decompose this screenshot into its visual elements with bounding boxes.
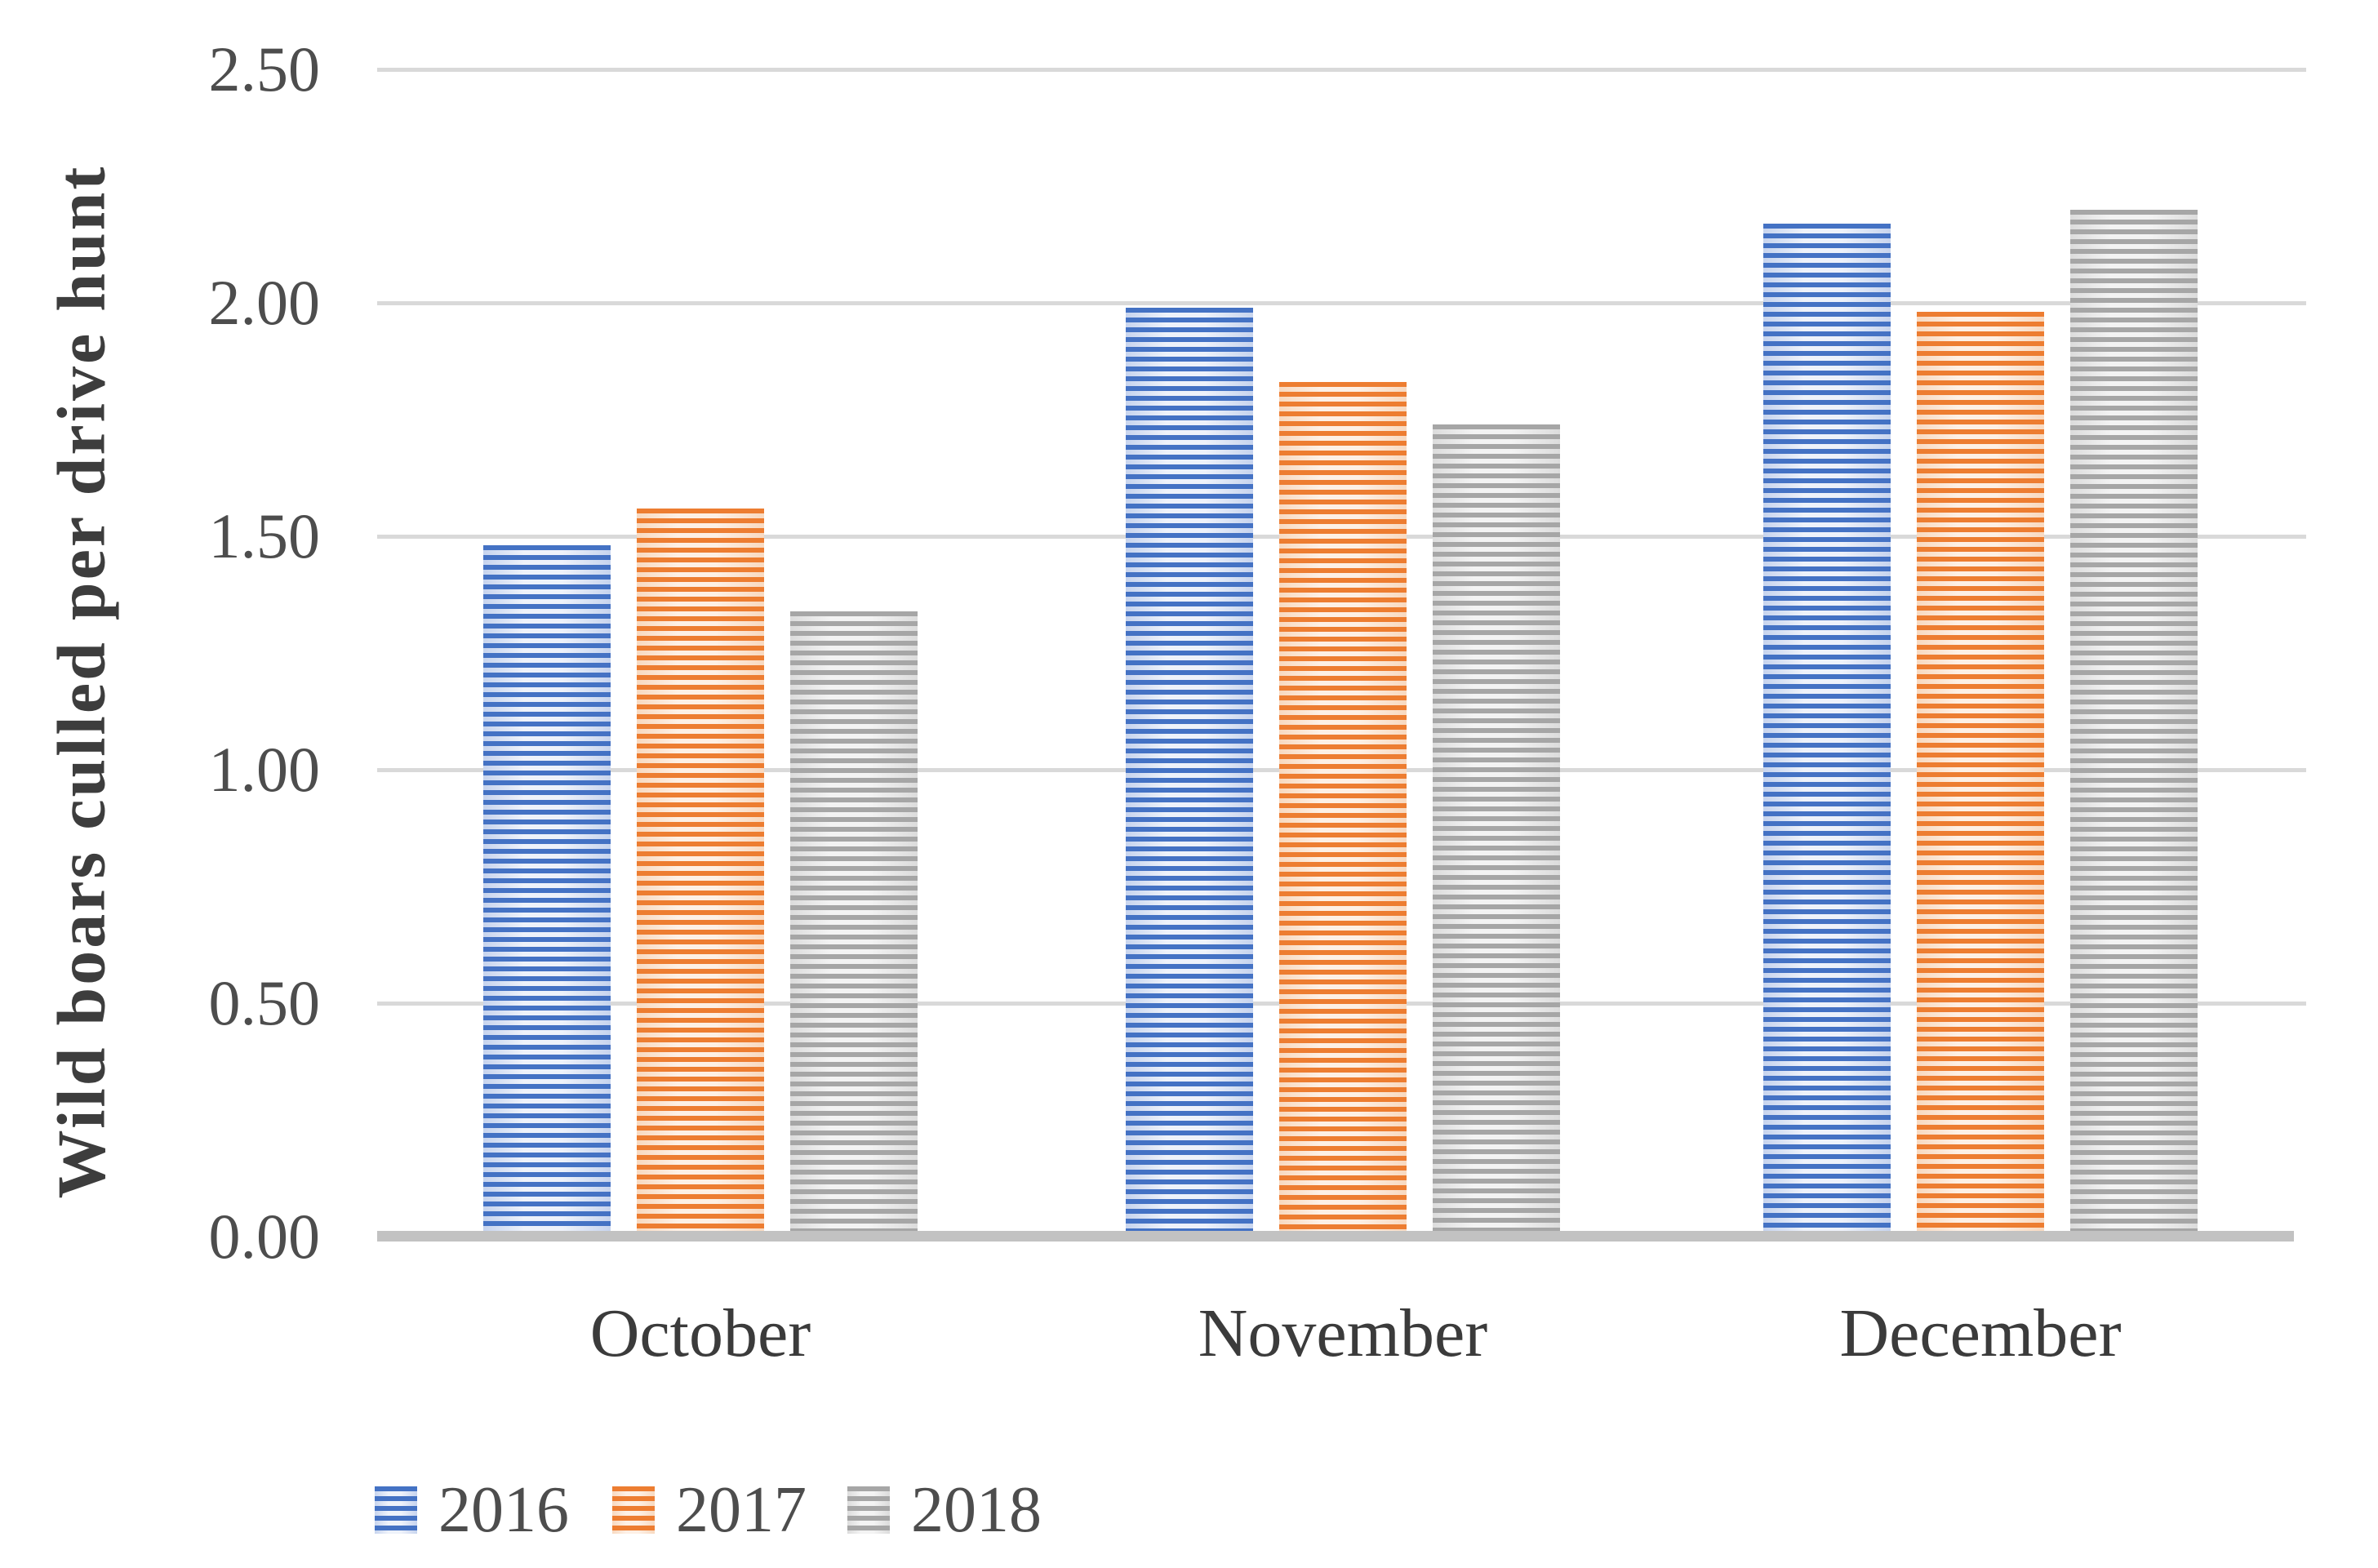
gridline-2.00 [377,301,2306,305]
legend-label-2017: 2017 [676,1474,807,1546]
legend-item-2017: 2017 [612,1477,807,1543]
legend-swatch-2017 [612,1486,655,1534]
legend-item-2018: 2018 [847,1477,1042,1543]
category-label-october: October [589,1295,811,1371]
y-tick-label-0.00: 0.00 [208,1201,321,1272]
bar-2018-november [1433,424,1560,1237]
y-tick-label-2.50: 2.50 [208,33,321,104]
category-label-november: November [1198,1295,1488,1371]
legend-swatch-2016 [375,1486,417,1534]
bar-2018-october [790,611,918,1237]
y-tick-label-1.00: 1.00 [208,734,321,805]
bar-2017-november [1279,382,1407,1237]
y-tick-label-2.00: 2.00 [208,267,321,338]
y-tick-label-0.50: 0.50 [208,967,321,1038]
gridline-2.50 [377,68,2306,72]
bar-2017-december [1917,312,2044,1237]
y-tick-label-1.50: 1.50 [208,500,321,571]
bar-2018-december [2070,210,2198,1237]
bar-2016-november [1126,308,1253,1237]
bar-2016-december [1763,224,1891,1237]
legend: 2016 2017 2018 [375,1477,1042,1543]
legend-item-2016: 2016 [375,1477,569,1543]
x-axis-line [377,1231,2294,1242]
category-label-december: December [1839,1295,2122,1371]
bar-2017-october [637,509,764,1237]
legend-label-2018: 2018 [911,1474,1042,1546]
bar-2016-october [483,545,611,1237]
legend-swatch-2018 [847,1486,890,1534]
legend-label-2016: 2016 [438,1474,569,1546]
